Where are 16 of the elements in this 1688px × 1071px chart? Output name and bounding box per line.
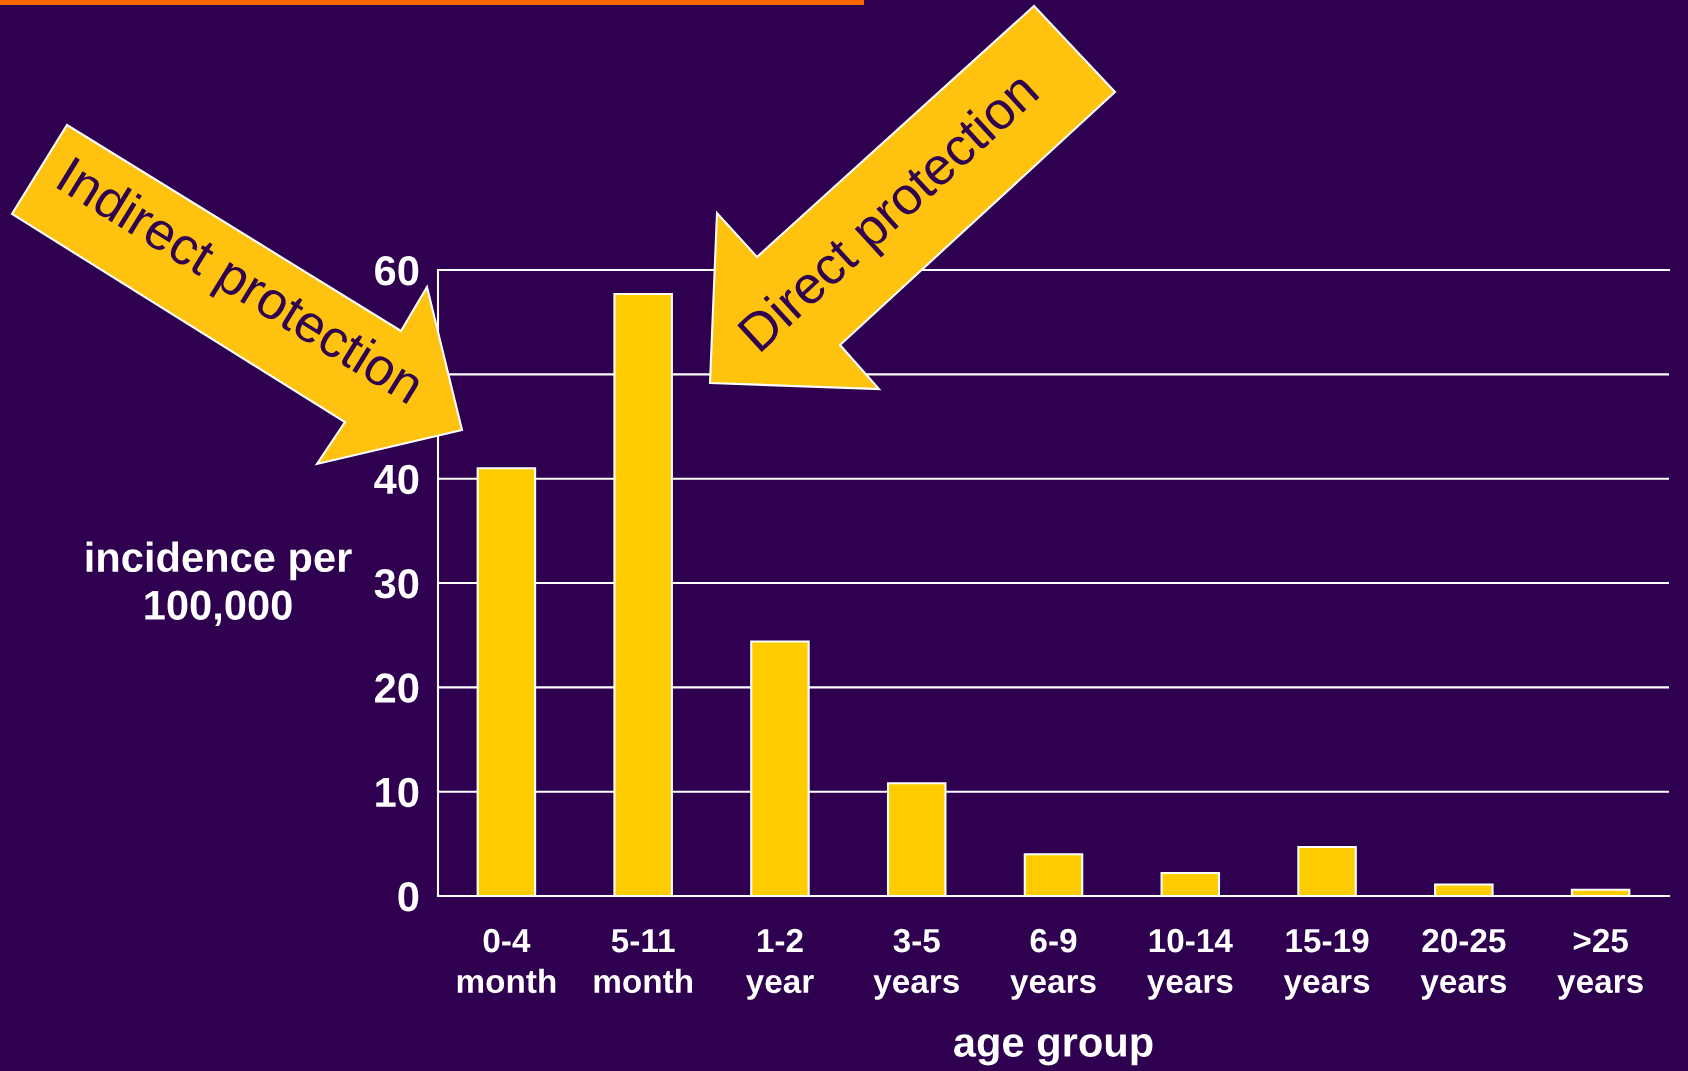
y-axis-title: incidence per 100,000 (86, 541, 352, 627)
y-tick-label: 40 (374, 464, 419, 495)
x-tick-label: 20-25 years (1420, 928, 1507, 1000)
x-tick-label: 6-9 years (1010, 928, 1096, 1000)
y-tick-label: 0 (398, 882, 419, 912)
y-tick-label: 10 (376, 777, 419, 808)
x-tick-label: 1-2 year (745, 928, 814, 1000)
x-tick-label: 10-14 years (1146, 928, 1233, 1000)
x-tick-label: 5-11 month (594, 929, 693, 994)
x-tick-label: 3-5 years (873, 928, 959, 1000)
y-tick-label: 30 (374, 569, 419, 599)
y-tick-label: 20 (375, 673, 419, 703)
x-axis-title: age group (954, 1034, 1153, 1066)
x-tick-label: >25 years (1557, 928, 1643, 1000)
x-tick-label: 0-4 month (457, 928, 556, 994)
x-tick-label: 15-19 years (1283, 928, 1370, 1000)
